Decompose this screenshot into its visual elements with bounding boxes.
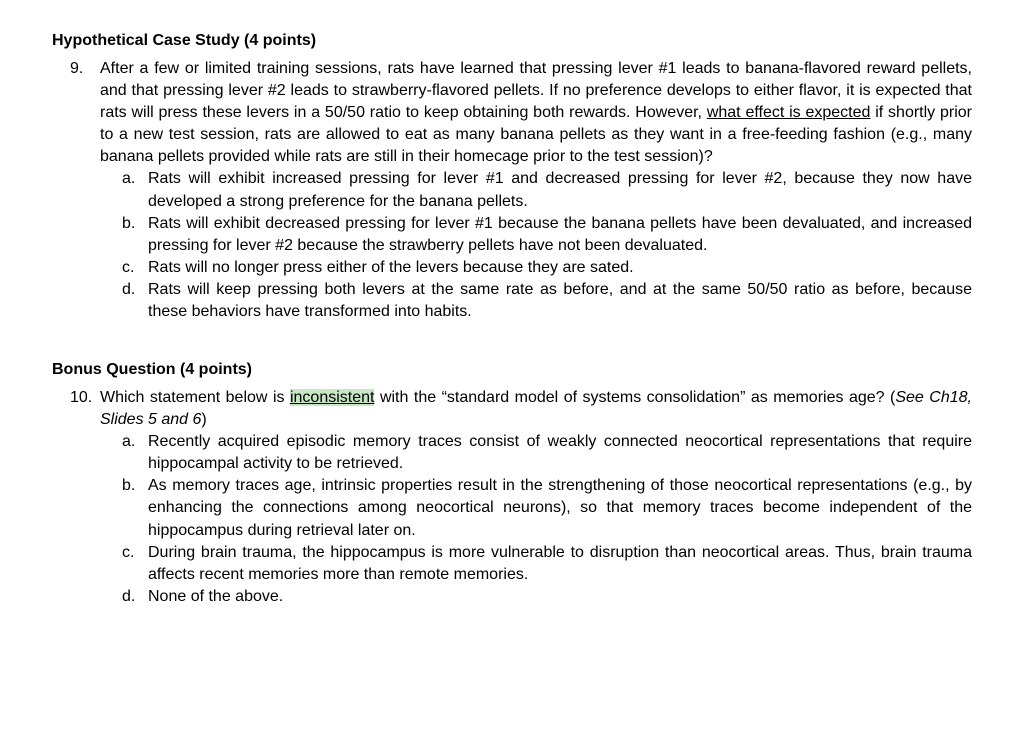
option-letter: d. xyxy=(122,279,148,323)
option-letter: c. xyxy=(122,542,148,586)
option-letter: d. xyxy=(122,586,148,608)
option-d: d. Rats will keep pressing both levers a… xyxy=(52,279,972,323)
question-10: 10. Which statement below is inconsisten… xyxy=(52,387,972,431)
question-text: Which statement below is inconsistent wi… xyxy=(100,387,972,431)
option-text: Rats will no longer press either of the … xyxy=(148,257,972,279)
option-text: Recently acquired episodic memory traces… xyxy=(148,431,972,475)
question-9-block: Hypothetical Case Study (4 points) 9. Af… xyxy=(52,30,972,323)
q10-text-highlight: inconsistent xyxy=(290,389,375,406)
option-text: Rats will exhibit increased pressing for… xyxy=(148,168,972,212)
q9-text-underlined: what effect is expected xyxy=(707,104,871,121)
option-letter: a. xyxy=(122,431,148,475)
option-b: b. Rats will exhibit decreased pressing … xyxy=(52,213,972,257)
q10-text-mid: with the “standard model of systems cons… xyxy=(374,389,895,406)
question-9: 9. After a few or limited training sessi… xyxy=(52,58,972,168)
section-heading-1: Hypothetical Case Study (4 points) xyxy=(52,30,972,52)
option-letter: a. xyxy=(122,168,148,212)
section-heading-2: Bonus Question (4 points) xyxy=(52,359,972,381)
q10-text-post: ) xyxy=(201,411,206,428)
q10-text-pre: Which statement below is xyxy=(100,389,290,406)
option-c: c. Rats will no longer press either of t… xyxy=(52,257,972,279)
page: Hypothetical Case Study (4 points) 9. Af… xyxy=(0,0,1024,684)
option-text: None of the above. xyxy=(148,586,972,608)
option-letter: b. xyxy=(122,213,148,257)
option-a: a. Rats will exhibit increased pressing … xyxy=(52,168,972,212)
option-text: During brain trauma, the hippocampus is … xyxy=(148,542,972,586)
option-a: a. Recently acquired episodic memory tra… xyxy=(52,431,972,475)
option-letter: c. xyxy=(122,257,148,279)
question-text: After a few or limited training sessions… xyxy=(100,58,972,168)
option-letter: b. xyxy=(122,475,148,541)
question-10-block: Bonus Question (4 points) 10. Which stat… xyxy=(52,359,972,608)
option-text: As memory traces age, intrinsic properti… xyxy=(148,475,972,541)
option-b: b. As memory traces age, intrinsic prope… xyxy=(52,475,972,541)
option-d: d. None of the above. xyxy=(52,586,972,608)
option-text: Rats will keep pressing both levers at t… xyxy=(148,279,972,323)
question-number: 10. xyxy=(70,387,100,431)
question-number: 9. xyxy=(70,58,100,168)
option-c: c. During brain trauma, the hippocampus … xyxy=(52,542,972,586)
option-text: Rats will exhibit decreased pressing for… xyxy=(148,213,972,257)
